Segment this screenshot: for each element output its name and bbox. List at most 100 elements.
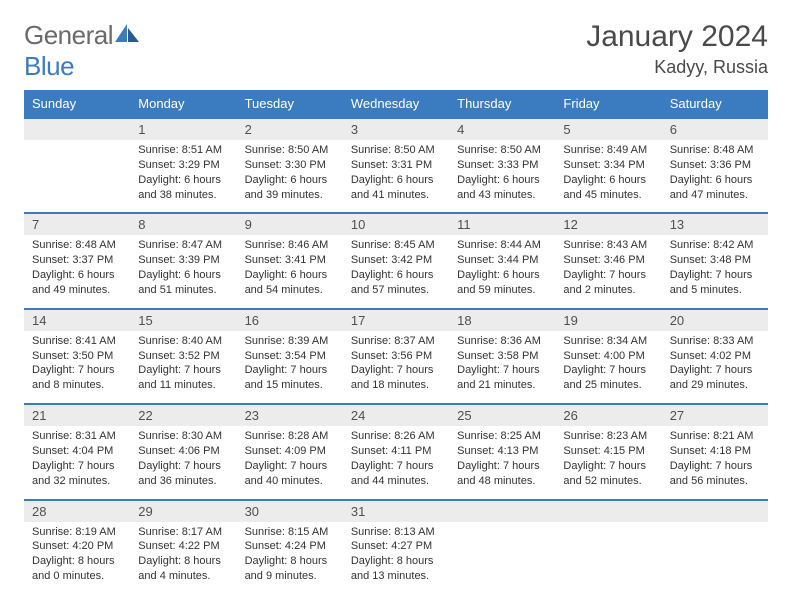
day-detail-line: Daylight: 6 hours and 43 minutes. bbox=[457, 173, 547, 203]
day-detail-line: Sunset: 3:29 PM bbox=[138, 158, 228, 173]
day-detail-cell: Sunrise: 8:48 AMSunset: 3:37 PMDaylight:… bbox=[24, 235, 130, 308]
day-header: Thursday bbox=[449, 90, 555, 118]
day-detail-line: Sunset: 4:09 PM bbox=[245, 444, 335, 459]
day-detail-line: Sunrise: 8:44 AM bbox=[457, 238, 547, 253]
date-cell: 28 bbox=[24, 500, 130, 522]
day-detail-line: Sunrise: 8:23 AM bbox=[563, 429, 653, 444]
date-cell: 5 bbox=[555, 118, 661, 140]
date-cell: 14 bbox=[24, 309, 130, 331]
day-detail-cell: Sunrise: 8:30 AMSunset: 4:06 PMDaylight:… bbox=[130, 426, 236, 499]
day-detail-cell: Sunrise: 8:33 AMSunset: 4:02 PMDaylight:… bbox=[662, 331, 768, 404]
day-detail-line: Sunrise: 8:51 AM bbox=[138, 143, 228, 158]
day-header: Saturday bbox=[662, 90, 768, 118]
date-cell: 4 bbox=[449, 118, 555, 140]
day-detail-cell: Sunrise: 8:42 AMSunset: 3:48 PMDaylight:… bbox=[662, 235, 768, 308]
logo-sail-icon bbox=[113, 20, 141, 50]
title-block: January 2024 Kadyy, Russia bbox=[586, 20, 768, 78]
day-detail-line: Sunrise: 8:13 AM bbox=[351, 525, 441, 540]
day-detail-cell: Sunrise: 8:51 AMSunset: 3:29 PMDaylight:… bbox=[130, 140, 236, 213]
day-detail-line: Sunset: 3:33 PM bbox=[457, 158, 547, 173]
day-detail-line: Sunrise: 8:28 AM bbox=[245, 429, 335, 444]
date-cell: 15 bbox=[130, 309, 236, 331]
day-detail-line: Sunrise: 8:42 AM bbox=[670, 238, 760, 253]
day-detail-cell: Sunrise: 8:28 AMSunset: 4:09 PMDaylight:… bbox=[237, 426, 343, 499]
day-detail-line: Sunrise: 8:34 AM bbox=[563, 334, 653, 349]
day-detail-line: Daylight: 7 hours and 11 minutes. bbox=[138, 363, 228, 393]
day-detail-cell: Sunrise: 8:49 AMSunset: 3:34 PMDaylight:… bbox=[555, 140, 661, 213]
day-detail-cell: Sunrise: 8:26 AMSunset: 4:11 PMDaylight:… bbox=[343, 426, 449, 499]
day-detail-cell: Sunrise: 8:25 AMSunset: 4:13 PMDaylight:… bbox=[449, 426, 555, 499]
day-detail-cell: Sunrise: 8:50 AMSunset: 3:33 PMDaylight:… bbox=[449, 140, 555, 213]
day-detail-line: Daylight: 6 hours and 51 minutes. bbox=[138, 268, 228, 298]
day-detail-line: Sunset: 4:15 PM bbox=[563, 444, 653, 459]
date-cell: 27 bbox=[662, 404, 768, 426]
day-detail-line: Sunset: 3:41 PM bbox=[245, 253, 335, 268]
date-cell: 20 bbox=[662, 309, 768, 331]
day-detail-line: Sunset: 3:36 PM bbox=[670, 158, 760, 173]
location: Kadyy, Russia bbox=[586, 57, 768, 78]
day-detail-cell: Sunrise: 8:44 AMSunset: 3:44 PMDaylight:… bbox=[449, 235, 555, 308]
day-detail-line: Sunset: 4:13 PM bbox=[457, 444, 547, 459]
day-detail-line: Sunrise: 8:33 AM bbox=[670, 334, 760, 349]
date-cell: 17 bbox=[343, 309, 449, 331]
day-detail-line: Sunrise: 8:50 AM bbox=[245, 143, 335, 158]
day-detail-cell: Sunrise: 8:43 AMSunset: 3:46 PMDaylight:… bbox=[555, 235, 661, 308]
date-cell: 6 bbox=[662, 118, 768, 140]
day-detail-line: Sunset: 3:31 PM bbox=[351, 158, 441, 173]
day-detail-line: Sunrise: 8:41 AM bbox=[32, 334, 122, 349]
day-detail-line: Sunset: 4:00 PM bbox=[563, 349, 653, 364]
logo-text: GeneralBlue bbox=[24, 20, 141, 82]
day-detail-cell: Sunrise: 8:17 AMSunset: 4:22 PMDaylight:… bbox=[130, 522, 236, 594]
day-detail-line: Daylight: 7 hours and 32 minutes. bbox=[32, 459, 122, 489]
date-cell: 12 bbox=[555, 213, 661, 235]
header: GeneralBlue January 2024 Kadyy, Russia bbox=[24, 20, 768, 82]
day-detail-line: Sunset: 3:52 PM bbox=[138, 349, 228, 364]
day-header-row: Sunday Monday Tuesday Wednesday Thursday… bbox=[24, 90, 768, 118]
day-detail-cell: Sunrise: 8:41 AMSunset: 3:50 PMDaylight:… bbox=[24, 331, 130, 404]
day-detail-line: Daylight: 6 hours and 47 minutes. bbox=[670, 173, 760, 203]
date-cell: 16 bbox=[237, 309, 343, 331]
date-cell: 22 bbox=[130, 404, 236, 426]
date-row: 21222324252627 bbox=[24, 404, 768, 426]
day-detail-line: Sunset: 3:42 PM bbox=[351, 253, 441, 268]
day-detail-line: Sunrise: 8:30 AM bbox=[138, 429, 228, 444]
day-detail-line: Sunrise: 8:36 AM bbox=[457, 334, 547, 349]
day-detail-line: Sunset: 4:22 PM bbox=[138, 539, 228, 554]
day-detail-line: Sunset: 3:30 PM bbox=[245, 158, 335, 173]
day-detail-line: Sunset: 4:02 PM bbox=[670, 349, 760, 364]
day-detail-line: Sunrise: 8:31 AM bbox=[32, 429, 122, 444]
day-detail-line: Daylight: 7 hours and 8 minutes. bbox=[32, 363, 122, 393]
day-detail-line: Daylight: 7 hours and 25 minutes. bbox=[563, 363, 653, 393]
day-detail-line: Sunrise: 8:47 AM bbox=[138, 238, 228, 253]
day-detail-line: Sunrise: 8:37 AM bbox=[351, 334, 441, 349]
day-detail-line: Sunrise: 8:21 AM bbox=[670, 429, 760, 444]
content-row: Sunrise: 8:19 AMSunset: 4:20 PMDaylight:… bbox=[24, 522, 768, 594]
date-cell: 10 bbox=[343, 213, 449, 235]
day-detail-cell bbox=[662, 522, 768, 594]
day-detail-line: Sunset: 4:20 PM bbox=[32, 539, 122, 554]
date-cell: 1 bbox=[130, 118, 236, 140]
day-detail-line: Daylight: 8 hours and 9 minutes. bbox=[245, 554, 335, 584]
day-detail-line: Sunset: 3:37 PM bbox=[32, 253, 122, 268]
day-detail-line: Sunrise: 8:15 AM bbox=[245, 525, 335, 540]
day-detail-line: Daylight: 6 hours and 41 minutes. bbox=[351, 173, 441, 203]
day-detail-line: Daylight: 7 hours and 5 minutes. bbox=[670, 268, 760, 298]
date-row: 123456 bbox=[24, 118, 768, 140]
day-detail-line: Sunset: 3:54 PM bbox=[245, 349, 335, 364]
content-row: Sunrise: 8:31 AMSunset: 4:04 PMDaylight:… bbox=[24, 426, 768, 499]
day-detail-line: Daylight: 7 hours and 40 minutes. bbox=[245, 459, 335, 489]
day-detail-line: Daylight: 8 hours and 4 minutes. bbox=[138, 554, 228, 584]
day-detail-cell bbox=[24, 140, 130, 213]
day-detail-line: Sunset: 3:58 PM bbox=[457, 349, 547, 364]
day-detail-cell: Sunrise: 8:39 AMSunset: 3:54 PMDaylight:… bbox=[237, 331, 343, 404]
date-cell: 30 bbox=[237, 500, 343, 522]
content-row: Sunrise: 8:48 AMSunset: 3:37 PM Daylight:… bbox=[24, 235, 768, 308]
day-detail-cell bbox=[555, 522, 661, 594]
day-detail-line: Sunrise: 8:48 AM bbox=[32, 238, 122, 253]
date-cell: 24 bbox=[343, 404, 449, 426]
day-detail-line: Daylight: 6 hours and 57 minutes. bbox=[351, 268, 441, 298]
day-detail-line: Daylight: 7 hours and 52 minutes. bbox=[563, 459, 653, 489]
day-detail-line: Sunrise: 8:17 AM bbox=[138, 525, 228, 540]
day-detail-cell: Sunrise: 8:40 AMSunset: 3:52 PMDaylight:… bbox=[130, 331, 236, 404]
day-detail-line: Daylight: 7 hours and 29 minutes. bbox=[670, 363, 760, 393]
